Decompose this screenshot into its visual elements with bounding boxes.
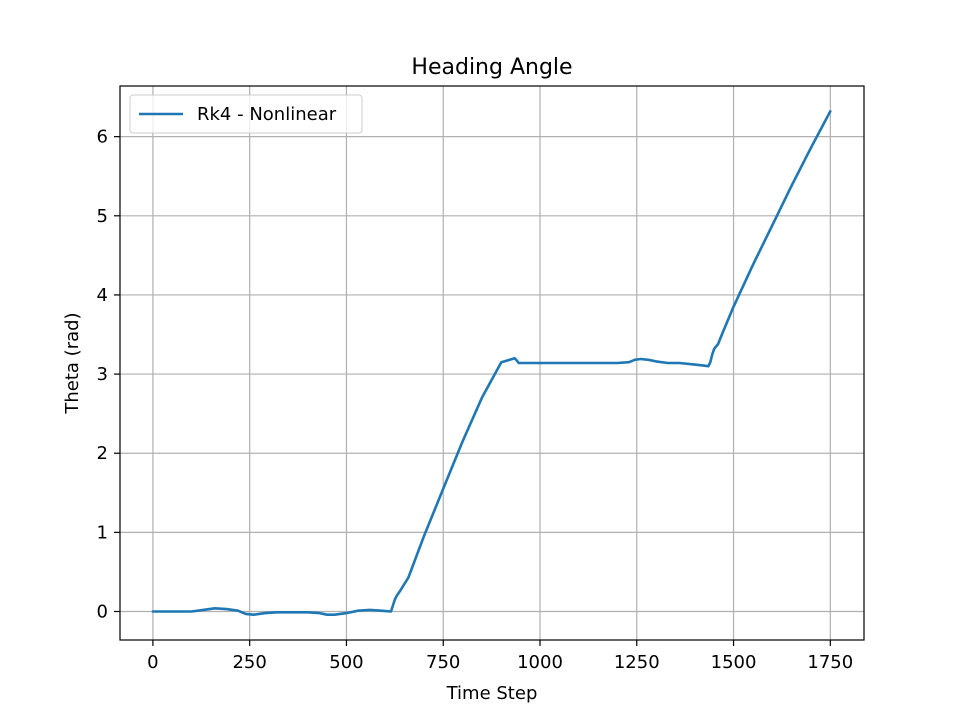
y-tick-label: 4 [97,285,108,306]
y-tick-label: 0 [97,602,108,623]
y-tick-label: 6 [97,127,108,148]
series-line-0 [151,110,832,617]
y-tick-label: 5 [97,206,108,227]
chart-title: Heading Angle [411,55,572,80]
tick-marks [114,136,831,646]
tick-labels: 0 250 500 750 1000 1250 1500 1750 0 1 2 3 4 5 6 [97,127,854,673]
y-axis-label: Theta (rad) [62,312,83,414]
x-tick-label: 500 [329,652,363,673]
x-tick-label: 1750 [807,652,853,673]
x-tick-label: 0 [147,652,158,673]
legend-box [129,94,363,134]
x-axis-label: Time Step [446,683,538,704]
x-tick-label: 750 [426,652,460,673]
x-tick-label: 1250 [614,652,660,673]
y-tick-label: 1 [97,522,108,543]
plot-frame [119,85,865,641]
x-tick-label: 1500 [711,652,757,673]
legend: Rk4 - Nonlinear [129,94,363,134]
grid-lines [120,86,864,640]
x-tick-label: 250 [232,652,266,673]
y-tick-label: 3 [97,364,108,385]
series-layer [151,110,832,617]
x-tick-label: 1000 [517,652,563,673]
y-tick-label: 2 [97,443,108,464]
legend-label: Rk4 - Nonlinear [197,104,337,125]
